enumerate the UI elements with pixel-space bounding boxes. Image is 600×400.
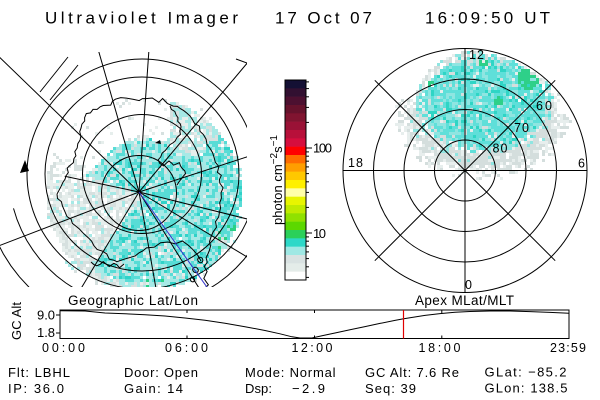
svg-text:06:00: 06:00 — [165, 341, 208, 355]
svg-text:17 Oct 07: 17 Oct 07 — [275, 9, 372, 28]
svg-text:GC Alt: 7.6 Re: GC Alt: 7.6 Re — [365, 365, 459, 380]
svg-text:photon cm−2s−1: photon cm−2s−1 — [269, 135, 285, 225]
svg-text:70: 70 — [514, 121, 529, 135]
svg-text:18:00: 18:00 — [419, 341, 461, 355]
svg-text:GLon: 138.5: GLon: 138.5 — [485, 381, 568, 396]
svg-text:23:59: 23:59 — [550, 341, 586, 355]
svg-text:0: 0 — [465, 278, 472, 292]
svg-text:Apex MLat/MLT: Apex MLat/MLT — [415, 293, 514, 308]
svg-text:100: 100 — [313, 141, 332, 156]
svg-text:12:00: 12:00 — [292, 341, 333, 355]
svg-text:Gain: 14: Gain: 14 — [124, 381, 183, 396]
svg-text:80: 80 — [493, 142, 508, 156]
svg-text:9.0: 9.0 — [37, 308, 55, 323]
svg-text:18: 18 — [348, 156, 363, 170]
svg-text:Mode: Normal: Mode: Normal — [245, 365, 336, 380]
svg-text:GLat: −85.2: GLat: −85.2 — [485, 365, 567, 380]
svg-text:Geographic Lat/Lon: Geographic Lat/Lon — [68, 293, 198, 308]
svg-text:10: 10 — [313, 226, 326, 241]
svg-text:Dsp:: Dsp: — [245, 381, 272, 396]
svg-text:Flt: LBHL: Flt: LBHL — [8, 365, 70, 380]
svg-text:Seq: 39: Seq: 39 — [365, 381, 416, 396]
svg-text:1.8: 1.8 — [37, 325, 55, 340]
svg-text:GC Alt: GC Alt — [9, 302, 24, 340]
svg-text:Door: Open: Door: Open — [124, 365, 198, 380]
svg-text:00:00: 00:00 — [42, 341, 85, 355]
svg-text:16:09:50 UT: 16:09:50 UT — [425, 9, 550, 28]
svg-text:6: 6 — [578, 157, 585, 171]
svg-text:12: 12 — [469, 48, 484, 62]
svg-text:−2.9: −2.9 — [292, 381, 325, 396]
